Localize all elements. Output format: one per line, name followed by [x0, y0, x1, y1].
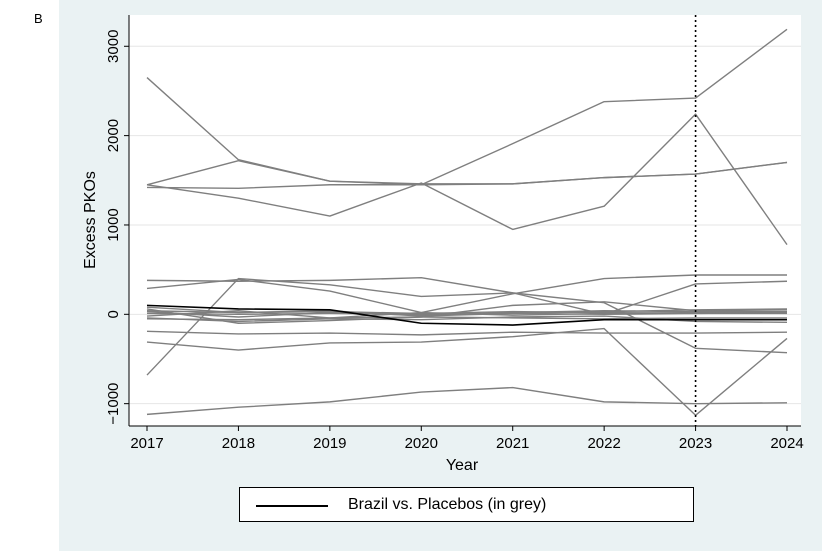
x-tick-label: 2018	[222, 435, 255, 452]
series-line-placebo-17	[146, 315, 788, 324]
y-tick-label: 2000	[105, 119, 122, 152]
series-line-placebo-18	[146, 306, 788, 317]
y-tick-label: 1000	[105, 208, 122, 241]
series-line-placebo-8	[146, 386, 788, 416]
x-tick-label: 2023	[679, 435, 712, 452]
legend-label: Brazil vs. Placebos (in grey)	[348, 496, 547, 513]
series-line-placebo-9	[146, 327, 788, 416]
x-axis-title: Year	[446, 457, 479, 474]
y-tick-label: 0	[105, 310, 122, 318]
y-tick-label: 3000	[105, 30, 122, 63]
x-tick-label: 2019	[313, 435, 346, 452]
series-line-placebo-15	[146, 316, 787, 321]
x-tick-label: 2020	[405, 435, 438, 452]
series-line-placebo-7	[146, 277, 788, 376]
series-line-placebo-2	[146, 28, 788, 186]
series-line-placebo-1	[146, 113, 788, 246]
axes	[124, 15, 801, 431]
panel-label: B	[34, 11, 43, 26]
series-line-placebo-4	[146, 77, 788, 185]
x-tick-label: 2017	[130, 435, 163, 452]
series-line-placebo-11	[146, 301, 788, 324]
plot-area	[129, 15, 801, 426]
series-line-brazil	[146, 304, 787, 326]
series-lines	[146, 28, 788, 416]
x-tick-label: 2024	[770, 435, 803, 452]
x-tick-label: 2021	[496, 435, 529, 452]
y-axis-title: Excess PKOs	[82, 171, 99, 269]
series-line-placebo-6	[146, 274, 787, 314]
series-line-placebo-10	[146, 330, 788, 336]
y-tick-label: −1000	[105, 383, 122, 425]
legend: Brazil vs. Placebos (in grey)	[239, 487, 694, 522]
x-tick-label: 2022	[587, 435, 620, 452]
legend-swatch-brazil	[256, 505, 328, 507]
